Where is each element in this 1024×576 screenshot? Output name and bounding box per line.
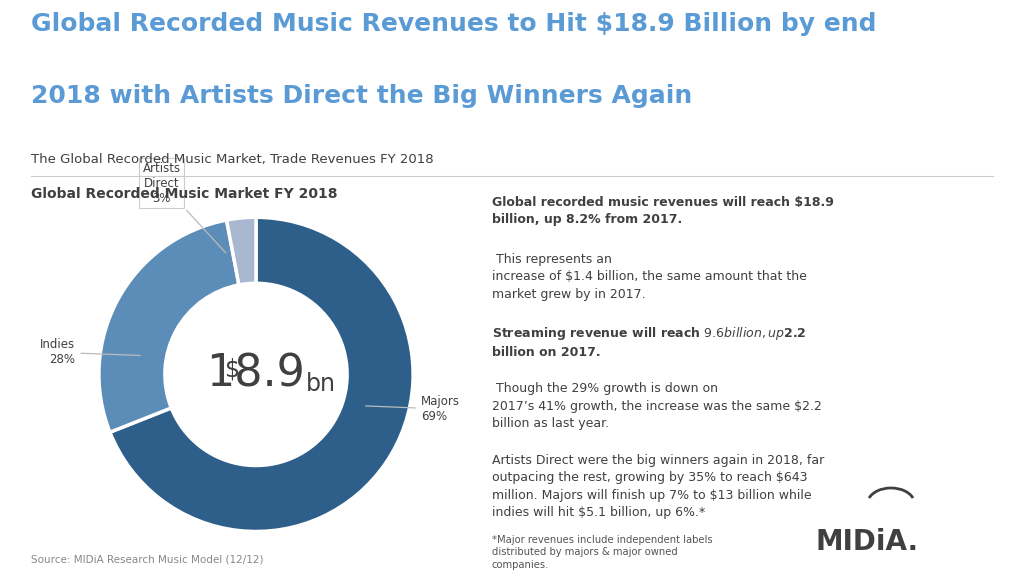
Wedge shape: [226, 217, 256, 285]
Text: Indies
28%: Indies 28%: [40, 339, 140, 366]
Text: bn: bn: [306, 372, 336, 396]
Text: Though the 29% growth is down on
2017’s 41% growth, the increase was the same $2: Though the 29% growth is down on 2017’s …: [492, 382, 821, 430]
Text: 18.9: 18.9: [207, 353, 305, 396]
Text: *Major revenues include independent labels
distributed by majors & major owned
c: *Major revenues include independent labe…: [492, 535, 712, 570]
Text: 2018 with Artists Direct the Big Winners Again: 2018 with Artists Direct the Big Winners…: [31, 84, 692, 108]
Text: This represents an
increase of $1.4 billion, the same amount that the
market gre: This represents an increase of $1.4 bill…: [492, 253, 806, 301]
Text: Global Recorded Music Market FY 2018: Global Recorded Music Market FY 2018: [31, 187, 337, 201]
Text: Streaming revenue will reach $9.6 billion, up $2.2
billion on 2017.: Streaming revenue will reach $9.6 billio…: [492, 325, 806, 359]
Text: Global recorded music revenues will reach $18.9
billion, up 8.2% from 2017.: Global recorded music revenues will reac…: [492, 196, 834, 226]
Wedge shape: [110, 217, 413, 532]
Wedge shape: [99, 220, 239, 432]
Text: The Global Recorded Music Market, Trade Revenues FY 2018: The Global Recorded Music Market, Trade …: [31, 153, 433, 166]
Text: Global Recorded Music Revenues to Hit $18.9 Billion by end: Global Recorded Music Revenues to Hit $1…: [31, 12, 877, 36]
Text: $: $: [225, 358, 241, 382]
Text: Artists Direct were the big winners again in 2018, far
outpacing the rest, growi: Artists Direct were the big winners agai…: [492, 454, 823, 520]
Text: Majors
69%: Majors 69%: [366, 395, 460, 423]
Text: Source: MIDiA Research Music Model (12/12): Source: MIDiA Research Music Model (12/1…: [31, 555, 263, 564]
Text: MIDiA.: MIDiA.: [815, 528, 919, 556]
Text: Artists
Direct
3%: Artists Direct 3%: [142, 162, 226, 253]
